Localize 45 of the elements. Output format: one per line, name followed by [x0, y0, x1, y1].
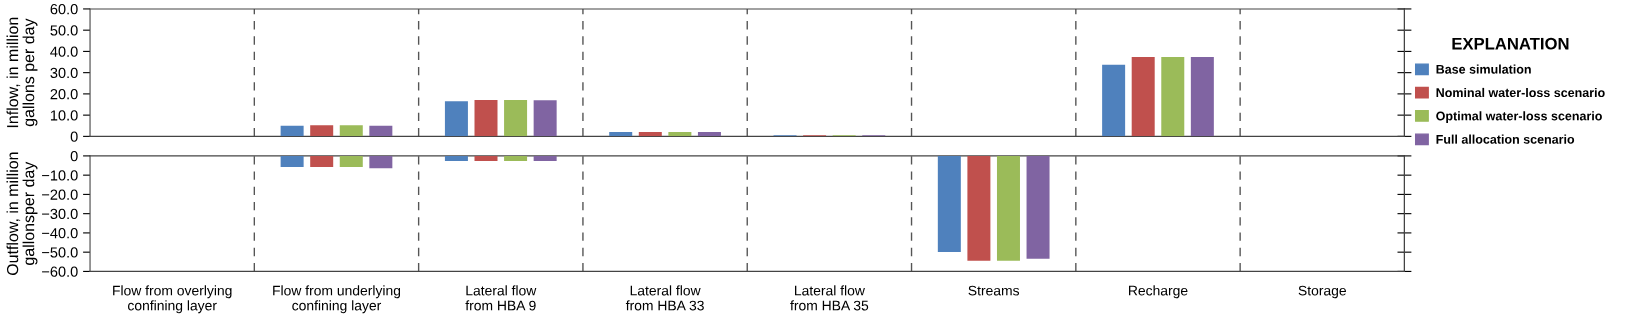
legend-label: Nominal water-loss scenario	[1436, 87, 1605, 98]
y-axis-title: Inflow, in million gallons per day	[6, 17, 38, 128]
bar	[504, 100, 528, 137]
legend-label: Full allocation scenario	[1436, 134, 1575, 144]
legend-label: Base simulation	[1436, 64, 1531, 74]
y-tick-label: 10.0	[50, 110, 78, 121]
bar	[668, 132, 692, 137]
x-tick-label: Storage	[1298, 285, 1346, 299]
x-tick-label: Flow from underlying confining layer	[273, 285, 401, 314]
y-tick-label: 40.0	[50, 46, 78, 57]
bar	[533, 100, 557, 137]
y-tick-label: −20.0	[42, 189, 78, 200]
bar	[638, 132, 662, 137]
bar	[1131, 56, 1155, 137]
bar	[1102, 64, 1126, 137]
y-tick-label: 30.0	[50, 67, 78, 79]
x-tick-label: Lateral flow from HBA 35	[790, 285, 869, 311]
bar	[444, 101, 468, 137]
bar	[697, 132, 721, 137]
bar	[1161, 56, 1185, 137]
legend-title: EXPLANATION	[1452, 37, 1569, 50]
y-tick-label: 20.0	[50, 88, 78, 100]
bar	[310, 125, 334, 137]
y-tick-label: −50.0	[42, 247, 78, 258]
y-tick-label: −60.0	[42, 266, 78, 277]
x-tick-label: Streams	[968, 285, 1020, 296]
y-tick-label: 50.0	[50, 25, 78, 36]
y-tick-label: −30.0	[42, 208, 78, 220]
y-tick-label: 0	[70, 151, 78, 162]
x-tick-label: Lateral flow from HBA 33	[625, 285, 704, 311]
y-tick-label: −40.0	[42, 228, 78, 239]
y-tick-label: 0	[70, 131, 78, 142]
bar	[474, 100, 498, 137]
y-axis-title: Outflow, in million gallonsper day	[6, 152, 38, 276]
x-tick-label: Flow from overlying confining layer	[113, 285, 232, 314]
y-tick-label: −10.0	[42, 170, 78, 181]
y-tick-label: 60.0	[50, 4, 78, 15]
legend-label: Optimal water-loss scenario	[1436, 111, 1602, 123]
bar	[369, 125, 393, 137]
bar	[339, 125, 363, 137]
x-tick-label: Lateral flow from HBA 9	[465, 285, 537, 311]
bar	[280, 125, 304, 137]
bar	[1190, 56, 1214, 137]
bar	[609, 132, 633, 137]
x-tick-label: Recharge	[1129, 285, 1188, 299]
